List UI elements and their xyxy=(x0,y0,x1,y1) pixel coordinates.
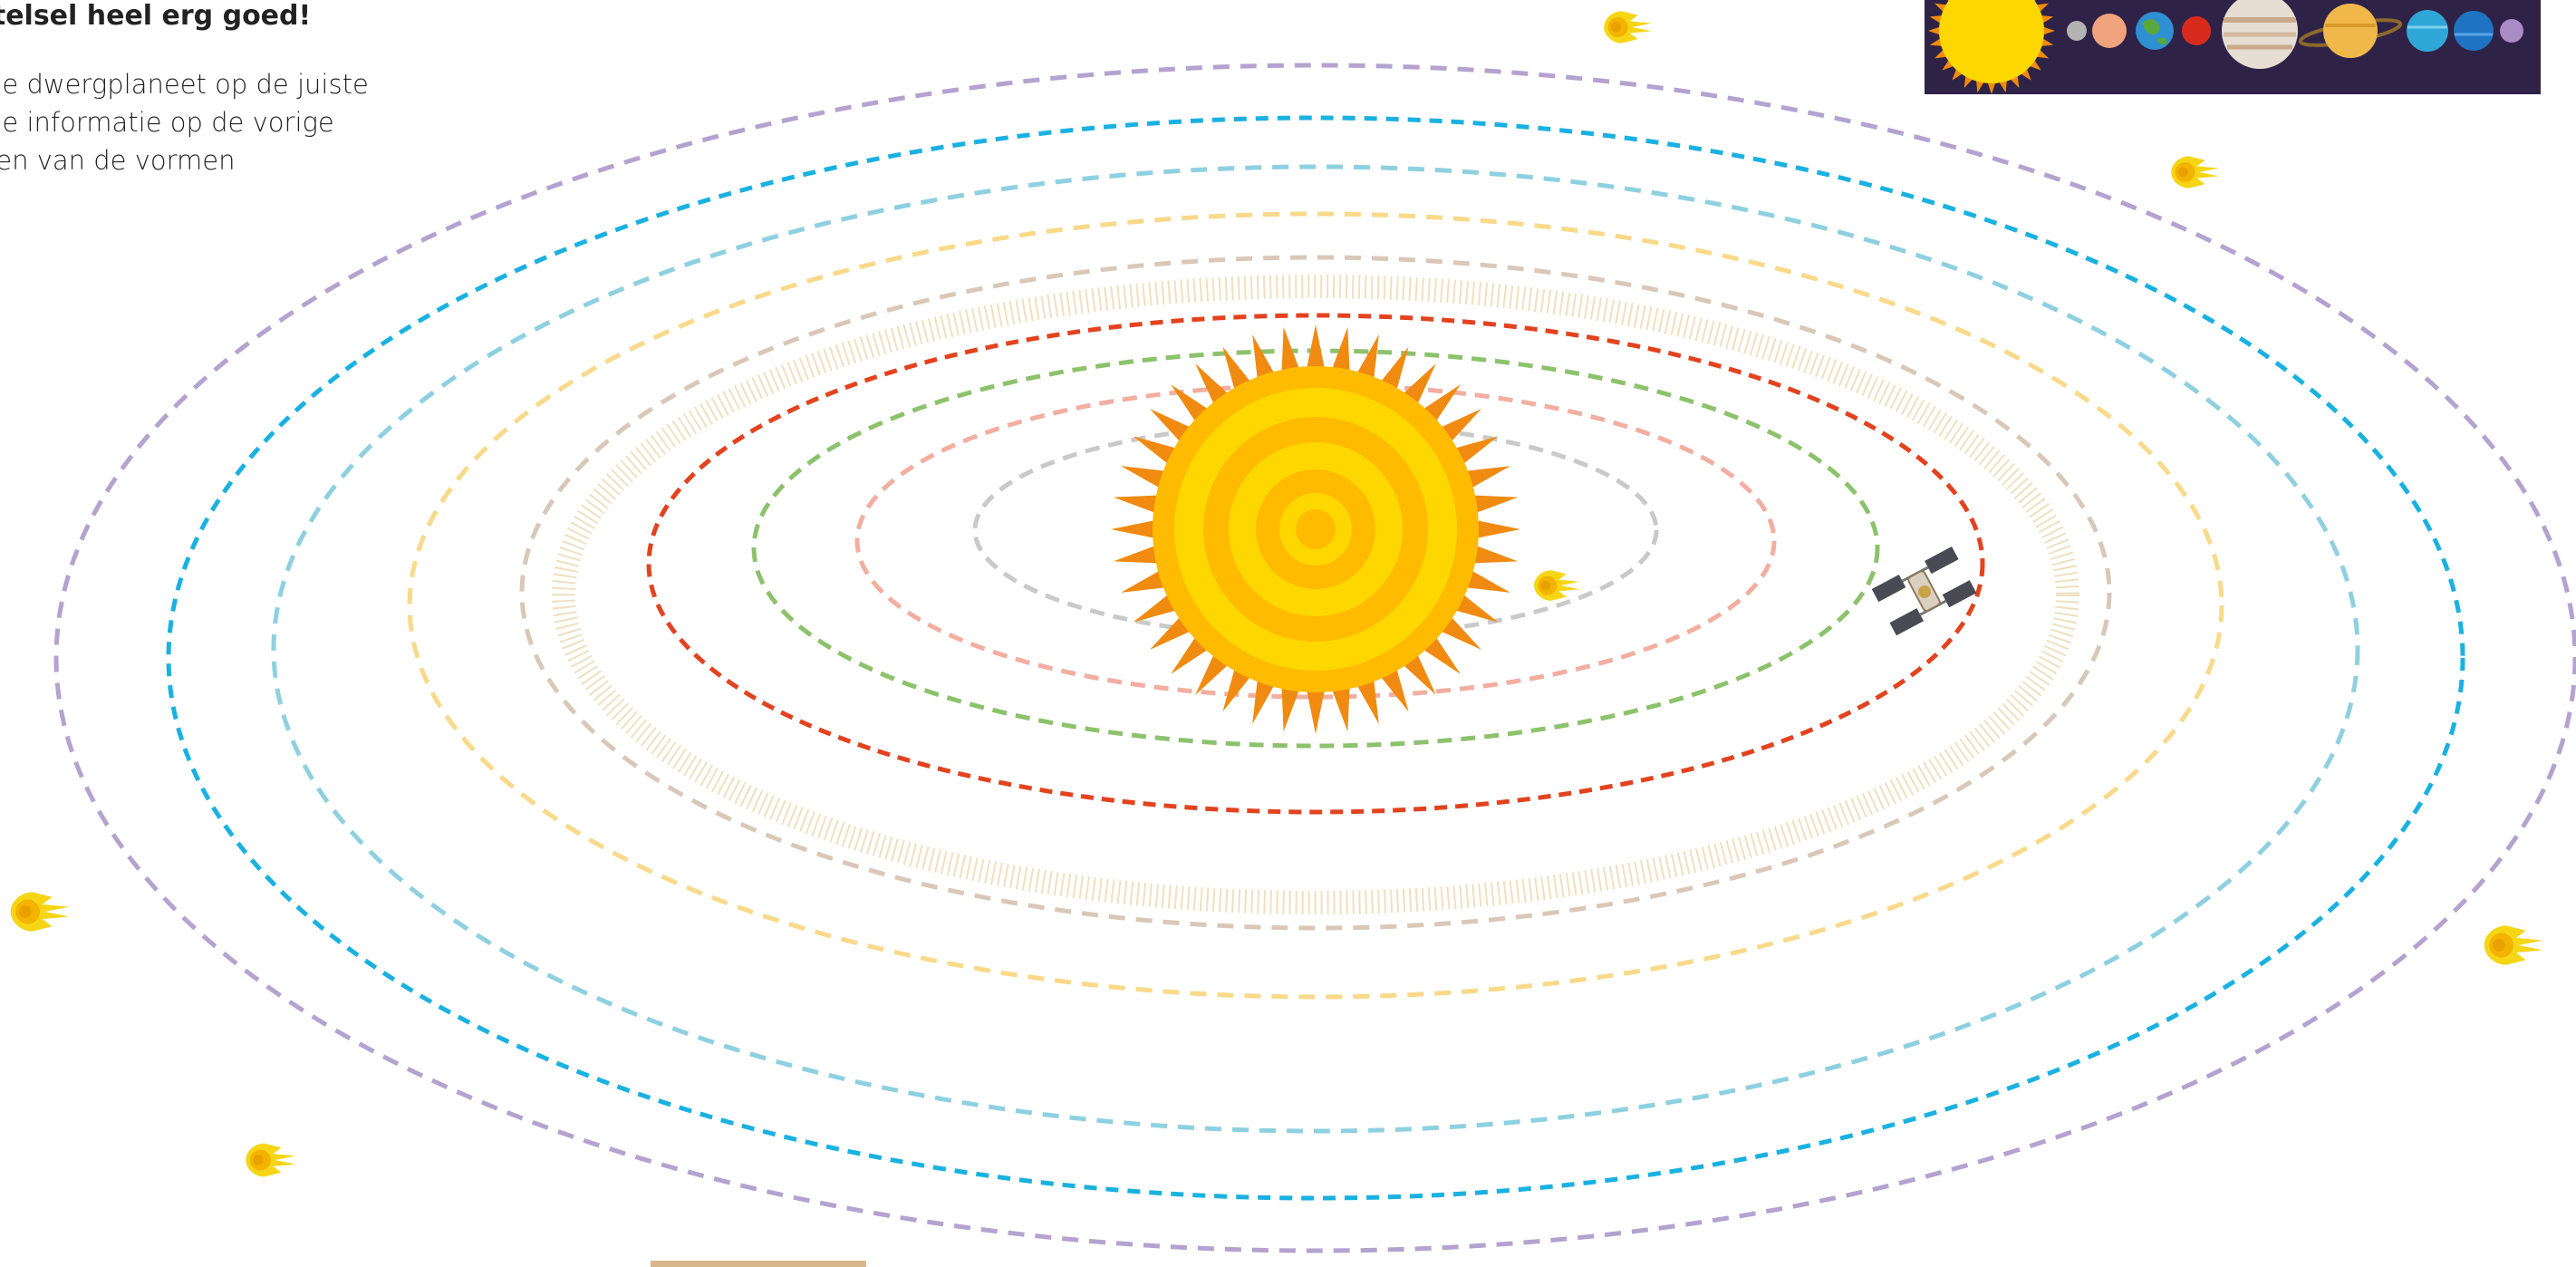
legend-earth-icon xyxy=(2136,12,2174,50)
instruction-line: de informatie op de vorige xyxy=(0,107,334,138)
planet-legend-panel xyxy=(1925,0,2541,94)
comet-icon[interactable] xyxy=(1604,11,1652,44)
sun-ray xyxy=(1467,518,1520,540)
legend-mercury-icon xyxy=(2067,21,2087,41)
legend-uranus-icon xyxy=(2407,10,2448,52)
sun-icon xyxy=(1111,324,1520,734)
sun-ray xyxy=(1305,324,1327,378)
legend-neptune-icon xyxy=(2454,11,2494,51)
comet-icon[interactable] xyxy=(246,1143,296,1177)
legend-jupiter-icon xyxy=(2222,0,2298,69)
instructions-heading: stelsel heel erg goed! xyxy=(0,0,312,32)
legend-saturn-icon xyxy=(2298,4,2403,58)
orbit-uranus xyxy=(271,164,2360,1134)
sun-ray xyxy=(1305,681,1327,734)
legend-mars-icon xyxy=(2182,16,2211,45)
orbit-saturn xyxy=(407,211,2224,1000)
orbit-mars xyxy=(646,313,1985,815)
comet-icon[interactable] xyxy=(2484,925,2543,965)
comet-icon[interactable] xyxy=(1534,570,1580,601)
instruction-line: de dwergplaneet op de juiste xyxy=(0,69,369,100)
legend-venus-icon xyxy=(2092,14,2127,48)
orbit-pluto xyxy=(53,63,2576,1253)
asteroid-belt xyxy=(552,275,2079,914)
comet-icon[interactable] xyxy=(10,892,70,932)
instruction-line: ren van de vormen xyxy=(0,145,236,176)
instructions-panel: stelsel heel erg goed! de dwergplaneet o… xyxy=(0,0,417,179)
bottom-drawer-handle[interactable] xyxy=(651,1261,866,1267)
orbit-mercury xyxy=(972,421,1659,640)
sun-ray xyxy=(1111,518,1164,540)
legend-sun-icon xyxy=(1928,0,2055,94)
orbit-neptune xyxy=(166,115,2465,1201)
comet-icon[interactable] xyxy=(2171,156,2219,189)
legend-pluto-icon xyxy=(2500,19,2523,43)
orbit-jupiter xyxy=(519,255,2112,931)
space-probe-icon[interactable] xyxy=(1871,546,1977,636)
